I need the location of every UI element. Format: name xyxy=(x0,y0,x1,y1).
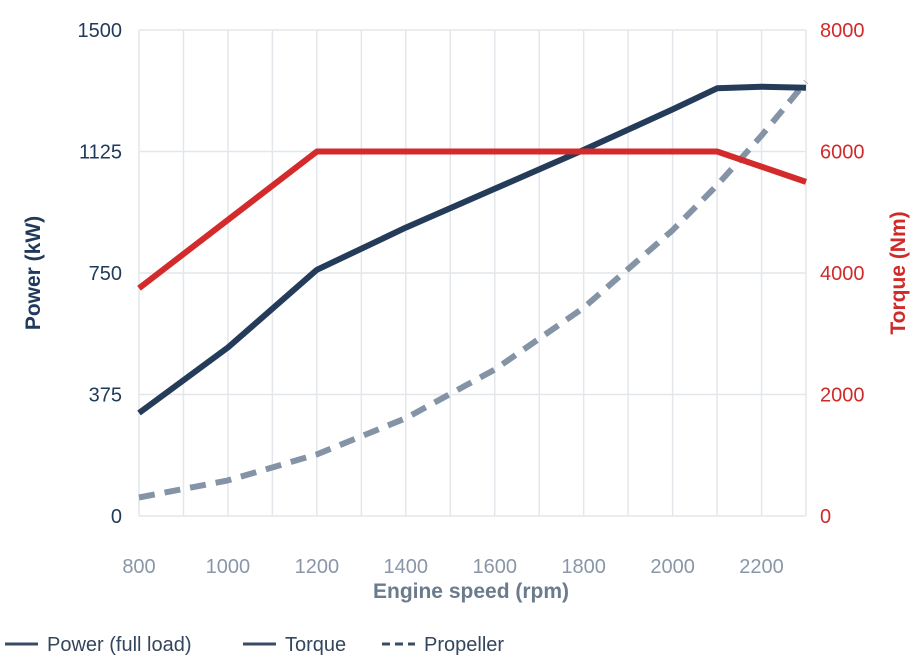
y-tick-label: 1125 xyxy=(79,142,122,164)
y-axis-title-power: Power (kW) xyxy=(22,216,45,330)
y2-tick-label: 6000 xyxy=(820,142,865,164)
y-tick-label: 750 xyxy=(89,263,122,285)
legend-label: Propeller xyxy=(424,634,504,656)
legend-label: Power (full load) xyxy=(47,634,192,656)
y2-tick-label: 8000 xyxy=(820,20,865,42)
y-tick-label: 0 xyxy=(111,506,122,528)
x-tick-label: 1200 xyxy=(295,556,340,578)
x-tick-label: 800 xyxy=(122,556,155,578)
series-lines xyxy=(137,79,809,501)
series-line-torque xyxy=(137,148,807,291)
x-tick-label: 2000 xyxy=(650,556,695,578)
series-line-propeller xyxy=(138,79,809,501)
grid xyxy=(138,29,807,517)
x-tick-label: 1000 xyxy=(206,556,251,578)
x-tick-label: 2200 xyxy=(739,556,784,578)
y2-tick-label: 2000 xyxy=(820,385,865,407)
y-tick-label: 1500 xyxy=(78,20,123,42)
y2-tick-label: 4000 xyxy=(820,263,865,285)
series-line-power-full-load xyxy=(137,83,807,416)
legend-label: Torque xyxy=(285,634,346,656)
y2-tick-label: 0 xyxy=(820,506,831,528)
axis-ticks: 0 375 750 1125 1500 0 2000 4000 6000 8000 800 1000 1… xyxy=(78,20,865,578)
x-axis-title: Engine speed (rpm) xyxy=(373,580,569,603)
legend: Power (full load) Torque Propeller xyxy=(5,634,504,656)
x-tick-label: 1600 xyxy=(472,556,517,578)
x-tick-label: 1400 xyxy=(384,556,429,578)
y2-axis-title-torque: Torque (Nm) xyxy=(887,211,910,334)
y-tick-label: 375 xyxy=(89,385,122,407)
x-tick-label: 1800 xyxy=(561,556,606,578)
